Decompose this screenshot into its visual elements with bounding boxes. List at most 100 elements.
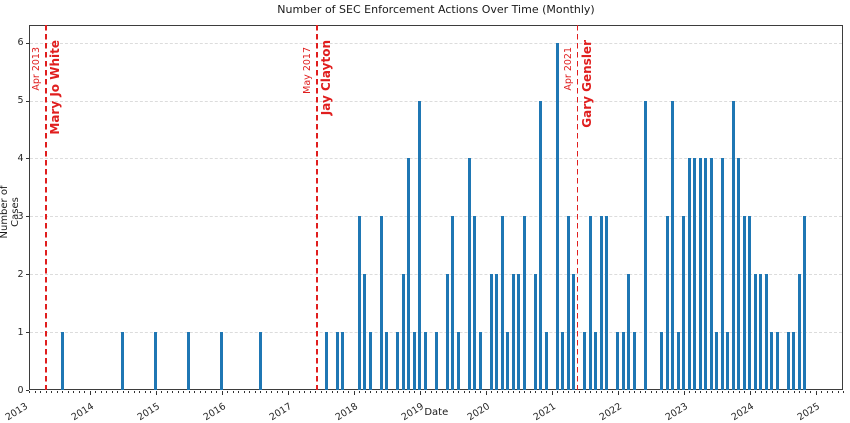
bar [489, 274, 493, 390]
x-minor-tick [265, 391, 267, 393]
bar [555, 42, 559, 390]
x-minor-tick [650, 391, 652, 393]
x-minor-tick [161, 391, 163, 393]
bar [456, 332, 460, 390]
bar [709, 158, 713, 390]
x-minor-tick [771, 391, 773, 393]
x-minor-tick [579, 391, 581, 393]
x-minor-tick [78, 391, 80, 393]
x-minor-tick [755, 391, 757, 393]
x-minor-tick [689, 391, 691, 393]
gridline [30, 274, 843, 276]
x-minor-tick [722, 391, 724, 393]
bar [561, 332, 565, 390]
x-minor-tick [623, 391, 625, 393]
x-minor-tick [738, 391, 740, 393]
event-name-label: Gary Gensler [579, 40, 594, 128]
x-minor-tick [249, 391, 251, 393]
x-minor-tick [645, 391, 647, 393]
x-major-tick [89, 391, 91, 395]
x-minor-tick [199, 391, 201, 393]
x-minor-tick [370, 391, 372, 393]
x-minor-tick [562, 391, 564, 393]
x-minor-tick [441, 391, 443, 393]
bar [473, 216, 477, 390]
x-minor-tick [216, 391, 218, 393]
x-minor-tick [782, 391, 784, 393]
x-minor-tick [513, 391, 515, 393]
x-minor-tick [205, 391, 207, 393]
x-minor-tick [425, 391, 427, 393]
x-minor-tick [491, 391, 493, 393]
bar [517, 274, 521, 390]
x-minor-tick [51, 391, 53, 393]
x-minor-tick [67, 391, 69, 393]
x-minor-tick [188, 391, 190, 393]
bar [687, 158, 691, 390]
bar [434, 332, 438, 390]
x-minor-tick [166, 391, 168, 393]
x-minor-tick [320, 391, 322, 393]
x-minor-tick [172, 391, 174, 393]
y-tick [25, 216, 30, 218]
x-minor-tick [331, 391, 333, 393]
bar [187, 332, 191, 390]
event-date-label: May 2017 [301, 47, 313, 94]
y-tick-label: 5 [17, 95, 24, 106]
x-minor-tick [293, 391, 295, 393]
bar [363, 274, 367, 390]
x-minor-tick [29, 391, 31, 393]
bar [726, 332, 730, 390]
x-minor-tick [122, 391, 124, 393]
x-minor-tick [700, 391, 702, 393]
x-minor-tick [606, 391, 608, 393]
x-major-tick [551, 391, 553, 395]
x-axis-label: Date [424, 407, 449, 418]
bar [506, 332, 510, 390]
x-minor-tick [381, 391, 383, 393]
bar [605, 216, 609, 390]
x-minor-tick [315, 391, 317, 393]
bar [665, 216, 669, 390]
x-minor-tick [507, 391, 509, 393]
x-minor-tick [260, 391, 262, 393]
bar [588, 216, 592, 390]
x-minor-tick [73, 391, 75, 393]
x-minor-tick [210, 391, 212, 393]
x-minor-tick [463, 391, 465, 393]
x-minor-tick [133, 391, 135, 393]
x-minor-tick [661, 391, 663, 393]
bar [616, 332, 620, 390]
bar [660, 332, 664, 390]
bar [566, 216, 570, 390]
chart-title: Number of SEC Enforcement Actions Over T… [277, 3, 595, 16]
x-minor-tick [837, 391, 839, 393]
bar [748, 216, 752, 390]
y-tick-label: 0 [17, 384, 24, 396]
bar [803, 216, 807, 390]
x-minor-tick [62, 391, 64, 393]
x-minor-tick [667, 391, 669, 393]
y-tick-label: 6 [17, 37, 24, 49]
x-minor-tick [282, 391, 284, 393]
x-minor-tick [744, 391, 746, 393]
bar [522, 216, 526, 390]
event-name-label: Jay Clayton [318, 40, 333, 116]
bar [511, 274, 515, 390]
x-minor-tick [326, 391, 328, 393]
bar [786, 332, 790, 390]
x-minor-tick [392, 391, 394, 393]
bar [401, 274, 405, 390]
x-major-tick [221, 391, 223, 395]
event-name-label: Mary Jo White [47, 40, 62, 135]
y-tick [25, 42, 30, 44]
x-minor-tick [568, 391, 570, 393]
x-minor-tick [238, 391, 240, 393]
bar [418, 100, 422, 390]
x-minor-tick [584, 391, 586, 393]
y-tick [25, 100, 30, 102]
x-minor-tick [254, 391, 256, 393]
x-minor-tick [590, 391, 592, 393]
x-minor-tick [271, 391, 273, 393]
bar [500, 216, 504, 390]
